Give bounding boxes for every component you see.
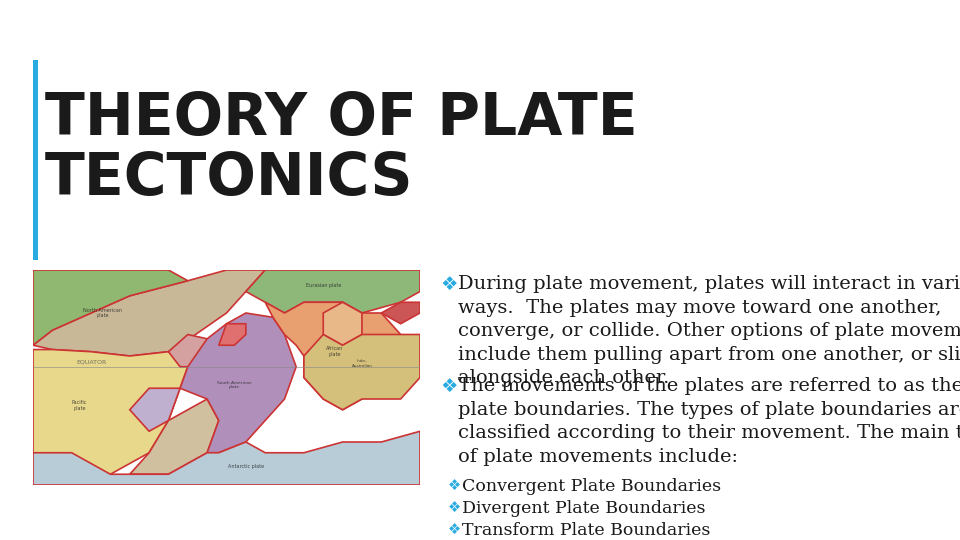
Text: South American
plate: South American plate (217, 381, 252, 389)
Text: The movements of the plates are referred to as their
plate boundaries. The types: The movements of the plates are referred… (458, 377, 960, 466)
Polygon shape (33, 431, 420, 485)
Polygon shape (33, 349, 188, 485)
Text: THEORY OF PLATE: THEORY OF PLATE (45, 90, 637, 147)
Polygon shape (304, 334, 420, 410)
Text: North American
plate: North American plate (84, 307, 122, 318)
Text: Convergent Plate Boundaries: Convergent Plate Boundaries (462, 478, 721, 495)
Polygon shape (219, 324, 246, 345)
Text: ❖: ❖ (440, 377, 458, 396)
Text: Divergent Plate Boundaries: Divergent Plate Boundaries (462, 500, 706, 517)
Text: Transform Plate Boundaries: Transform Plate Boundaries (462, 522, 710, 539)
Polygon shape (33, 270, 265, 356)
Text: Antarctic plate: Antarctic plate (228, 464, 264, 469)
Text: ❖: ❖ (448, 478, 461, 493)
Text: ❖: ❖ (448, 522, 461, 537)
Text: Pacific
plate: Pacific plate (72, 400, 87, 411)
Polygon shape (168, 334, 207, 367)
Polygon shape (381, 302, 420, 324)
Polygon shape (130, 388, 180, 431)
Text: ❖: ❖ (440, 275, 458, 294)
Polygon shape (265, 302, 400, 410)
Text: Eurasian plate: Eurasian plate (305, 283, 341, 288)
Bar (33, 60, 38, 260)
Text: ❖: ❖ (448, 500, 461, 515)
Polygon shape (33, 270, 188, 345)
Text: Indo-
Australian: Indo- Australian (351, 359, 372, 368)
Text: TECTONICS: TECTONICS (45, 150, 414, 207)
Text: African
plate: African plate (326, 346, 344, 357)
Text: EQUATOR: EQUATOR (76, 360, 107, 365)
Polygon shape (180, 313, 296, 453)
Text: During plate movement, plates will interact in various
ways.  The plates may mov: During plate movement, plates will inter… (458, 275, 960, 387)
Polygon shape (246, 270, 420, 313)
Polygon shape (324, 302, 362, 345)
Polygon shape (130, 399, 219, 474)
